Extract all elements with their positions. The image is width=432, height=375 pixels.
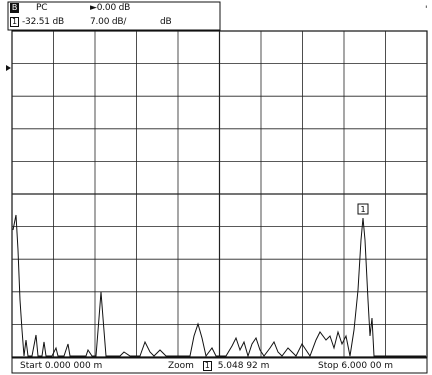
zoom-value: 5.048 92 m [217, 361, 270, 371]
marker-value: -32.51 dB [22, 17, 64, 27]
scale-value: 7.00 dB/ [90, 17, 127, 27]
spectrum-trace [12, 214, 426, 358]
detector-label: PC [36, 3, 48, 13]
marker-1-flag: 1 [357, 203, 369, 215]
footer-box [11, 357, 428, 374]
ref-level-marker-icon [6, 65, 11, 71]
zoom-label: Zoom [168, 361, 194, 371]
trace-mode-indicator: B [10, 3, 22, 13]
corner-tick: ' [425, 5, 428, 15]
ref-arrow-icon: ► [90, 3, 97, 13]
start-value: 0.000 000 m [44, 361, 103, 371]
header-box [7, 1, 221, 31]
marker-number-box: 1 [10, 17, 19, 27]
stop-frequency: Stop 6.000 00 m [318, 361, 393, 372]
stop-value: 6.000 00 m [341, 361, 394, 371]
start-label: Start [20, 361, 42, 371]
zoom-readout: Zoom 1 5.048 92 m [168, 361, 269, 372]
marker-flag-label: 1 [360, 205, 365, 214]
unit-label: dB [160, 17, 172, 27]
zoom-marker-box: 1 [202, 361, 212, 371]
trace-mode-box: B [10, 3, 19, 13]
ref-level-value: 0.00 dB [96, 3, 131, 13]
marker-readout: 1 -32.51 dB [10, 17, 64, 27]
marker-flag-box [357, 203, 369, 215]
graticule-grid [12, 31, 427, 357]
start-frequency: Start 0.000 000 m [20, 361, 102, 372]
stop-label: Stop [318, 361, 339, 371]
ref-level: ►0.00 dB [90, 3, 130, 13]
